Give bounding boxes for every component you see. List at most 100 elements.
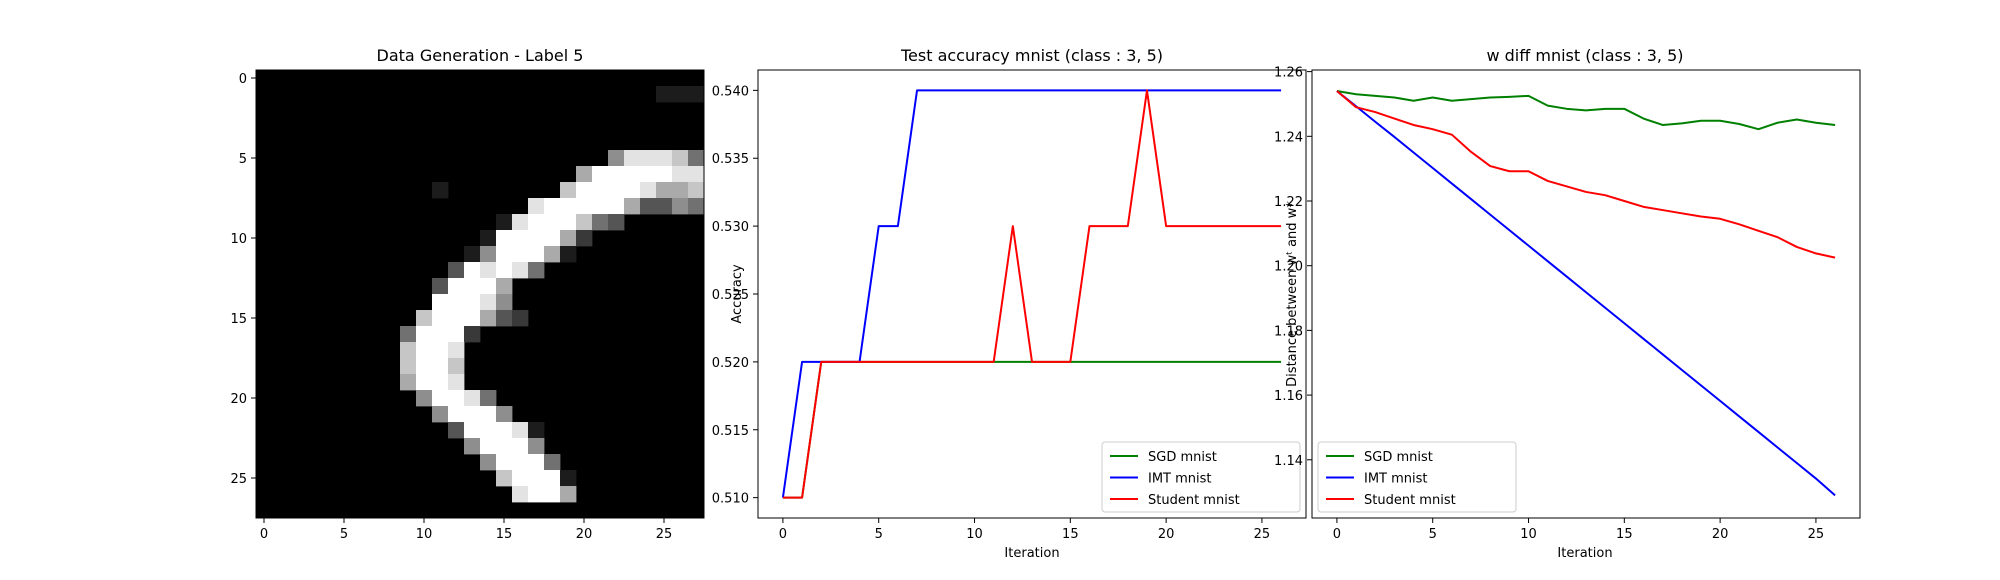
image-pixel xyxy=(512,246,529,263)
image-pixel xyxy=(592,198,609,215)
image-pixel xyxy=(528,470,545,487)
image-pixel xyxy=(464,390,481,407)
image-pixel xyxy=(544,198,561,215)
image-pixel xyxy=(464,422,481,439)
image-pixel xyxy=(416,390,433,407)
x-tick-label: 25 xyxy=(1254,527,1271,542)
image-pixel xyxy=(672,86,689,103)
y-tick-label: 0.520 xyxy=(712,356,749,371)
image-pixel xyxy=(400,374,417,391)
image-pixel xyxy=(528,486,545,503)
y-tick-label: 20 xyxy=(230,392,247,407)
image-pixel xyxy=(496,470,513,487)
image-pixel xyxy=(560,246,577,263)
image-pixel xyxy=(496,406,513,423)
image-pixel xyxy=(432,310,449,327)
image-pixel xyxy=(688,150,705,167)
y-tick-label: 0.515 xyxy=(712,424,749,439)
y-tick-label: 1.24 xyxy=(1274,130,1303,145)
image-pixel xyxy=(560,198,577,215)
image-pixel xyxy=(560,486,577,503)
image-pixel xyxy=(672,198,689,215)
panel-test-accuracy: Test accuracy mnist (class : 3, 5) Itera… xyxy=(712,46,1307,561)
image-pixel xyxy=(624,198,641,215)
image-pixel xyxy=(672,166,689,183)
image-pixel xyxy=(512,230,529,247)
image-pixel xyxy=(640,198,657,215)
image-pixel xyxy=(560,182,577,199)
image-pixel xyxy=(624,182,641,199)
image-pixel xyxy=(464,326,481,343)
image-pixel xyxy=(592,214,609,231)
image-pixel xyxy=(512,454,529,471)
y-tick-label: 15 xyxy=(230,312,247,327)
image-pixel xyxy=(544,214,561,231)
legend: SGD mnist IMT mnist Student mnist xyxy=(1317,441,1517,513)
plot-frame xyxy=(1311,69,1861,519)
image-pixel xyxy=(576,166,593,183)
image-pixel xyxy=(480,294,497,311)
image-pixel xyxy=(528,230,545,247)
x-axis-label: Iteration xyxy=(1557,546,1612,561)
image-pixel xyxy=(448,374,465,391)
image-pixel xyxy=(464,294,481,311)
y-tick-label: 0 xyxy=(239,72,247,87)
image-pixel xyxy=(544,470,561,487)
x-tick-label: 5 xyxy=(875,527,883,542)
legend: SGD mnist IMT mnist Student mnist xyxy=(1101,441,1301,513)
legend-label: Student mnist xyxy=(1148,493,1240,508)
y-tick-label: 25 xyxy=(230,472,247,487)
image-pixel xyxy=(496,454,513,471)
image-pixel xyxy=(416,342,433,359)
image-pixel xyxy=(544,246,561,263)
y-tick-label: 0.525 xyxy=(712,288,749,303)
image-pixel xyxy=(432,374,449,391)
image-pixel xyxy=(480,406,497,423)
image-pixel xyxy=(560,230,577,247)
image-pixel xyxy=(608,182,625,199)
legend-label: IMT mnist xyxy=(1148,472,1212,487)
image-pixel xyxy=(480,262,497,279)
image-pixel xyxy=(528,422,545,439)
legend-label: SGD mnist xyxy=(1148,450,1217,465)
x-tick-label: 15 xyxy=(1062,527,1079,542)
image-pixel xyxy=(656,150,673,167)
image-pixel xyxy=(464,406,481,423)
image-pixel xyxy=(608,214,625,231)
y-tick-label: 1.26 xyxy=(1274,66,1303,81)
image-pixel xyxy=(656,182,673,199)
x-tick-label: 20 xyxy=(576,527,593,542)
image-pixel xyxy=(592,166,609,183)
image-pixel xyxy=(496,278,513,295)
chart-title: Test accuracy mnist (class : 3, 5) xyxy=(900,46,1163,65)
image-pixel xyxy=(400,342,417,359)
image-pixel xyxy=(528,198,545,215)
y-tick-label: 10 xyxy=(230,232,247,247)
image-pixel xyxy=(512,438,529,455)
image-pixel xyxy=(688,182,705,199)
image-pixel xyxy=(432,390,449,407)
y-tick-label: 0.540 xyxy=(712,84,749,99)
image-pixel xyxy=(576,182,593,199)
series-line-sgd-mnist xyxy=(1336,90,1836,131)
legend-box xyxy=(1101,441,1301,513)
image-pixel xyxy=(624,166,641,183)
image-pixel xyxy=(480,310,497,327)
image-pixel xyxy=(512,214,529,231)
image-pixel xyxy=(512,310,529,327)
image-pixel xyxy=(464,262,481,279)
image-pixel xyxy=(480,454,497,471)
image-pixel xyxy=(528,246,545,263)
x-tick-label: 0 xyxy=(779,527,787,542)
image-pixel xyxy=(448,278,465,295)
image-pixel xyxy=(608,166,625,183)
legend-label: IMT mnist xyxy=(1364,472,1428,487)
image-pixel xyxy=(512,470,529,487)
legend-box xyxy=(1317,441,1517,513)
image-pixel xyxy=(672,182,689,199)
image-pixel xyxy=(544,454,561,471)
x-tick-label: 0 xyxy=(1333,527,1341,542)
image-pixel xyxy=(512,486,529,503)
image-pixel xyxy=(528,214,545,231)
image-pixel xyxy=(448,406,465,423)
